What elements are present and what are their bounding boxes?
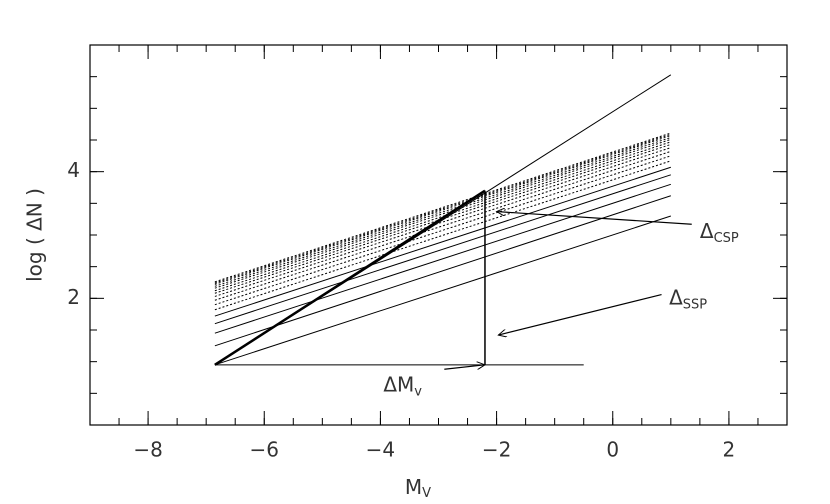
data-line (214, 183, 671, 334)
x-tick-label: −4 (366, 438, 395, 462)
annotation-text: Δ (669, 285, 683, 309)
annotation: ΔMv (383, 372, 422, 399)
data-line (214, 133, 671, 284)
data-line (214, 147, 671, 297)
annotation: ΔSSP (669, 285, 707, 312)
x-tick-label: −2 (482, 438, 511, 462)
data-line (214, 166, 671, 317)
data-line (214, 136, 671, 287)
data-line (214, 189, 486, 366)
x-tick-label: −8 (133, 438, 162, 462)
annotation-sub: SSP (683, 297, 708, 312)
data-line (214, 215, 671, 366)
annotation-text: Δ (700, 218, 714, 242)
y-tick-label: 2 (67, 285, 80, 309)
data-line (214, 160, 671, 311)
data-line (214, 155, 671, 306)
x-axis-label: MV (405, 475, 431, 501)
x-tick-label: 2 (723, 438, 736, 462)
annotation: ΔCSP (700, 218, 739, 245)
annotation-sub: v (414, 384, 422, 399)
annotation-arrow (444, 365, 485, 369)
data-line (214, 174, 671, 325)
data-line (214, 135, 671, 285)
x-tick-label: 0 (606, 438, 619, 462)
x-tick-label: −6 (250, 438, 279, 462)
data-line (214, 132, 671, 283)
data-line (214, 150, 671, 301)
data-line (214, 141, 671, 292)
annotation-sub: CSP (714, 230, 739, 245)
y-axis-label: log ( ΔN ) (23, 188, 47, 282)
y-tick-label: 4 (67, 158, 80, 182)
annotation-arrow (497, 212, 692, 225)
data-line (214, 195, 671, 347)
plot-frame (89, 44, 788, 426)
annotation-text: ΔM (383, 372, 414, 396)
annotation-arrow (498, 293, 662, 336)
data-line (214, 138, 671, 289)
